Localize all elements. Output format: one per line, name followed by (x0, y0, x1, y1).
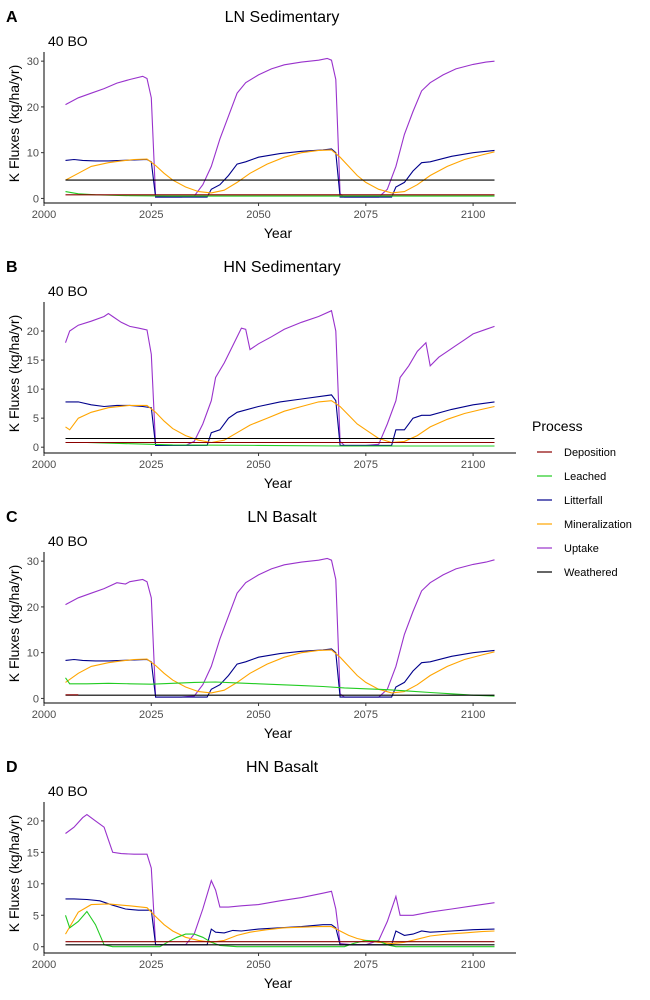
x-tick-label: 2075 (354, 459, 378, 471)
series-line-uptake (65, 557, 495, 698)
panel-letter: C (6, 509, 18, 526)
series-line-litterfall (65, 148, 495, 198)
x-axis-title: Year (264, 725, 293, 741)
series-line-leached (65, 677, 495, 697)
legend-label-leached: Leached (564, 471, 606, 483)
series-line-mineralization (65, 400, 495, 444)
x-tick-label: 2075 (354, 209, 378, 221)
y-tick-label: 15 (27, 847, 39, 859)
y-tick-label: 30 (27, 56, 39, 68)
x-tick-label: 2100 (461, 209, 485, 221)
series-line-leached (64, 910, 495, 948)
x-tick-label: 2000 (32, 959, 56, 971)
y-tick-label: 10 (27, 384, 39, 396)
y-tick-label: 10 (27, 648, 39, 660)
y-tick-label: 10 (27, 879, 39, 891)
panel-letter: A (6, 9, 18, 26)
x-tick-label: 2075 (354, 959, 378, 971)
x-tick-label: 2000 (32, 709, 56, 721)
x-tick-label: 2050 (246, 959, 270, 971)
x-axis-title: Year (264, 975, 293, 991)
legend-label-uptake: Uptake (564, 543, 599, 555)
x-tick-label: 2000 (32, 459, 56, 471)
y-tick-label: 20 (27, 102, 39, 114)
y-tick-label: 20 (27, 602, 39, 614)
legend-label-deposition: Deposition (564, 447, 616, 459)
panel-d: D HN Basalt 40 BO 2000 2025 2050 2075 2100 0 5 10 1… (6, 759, 516, 991)
x-tick-label: 2050 (246, 709, 270, 721)
x-tick-label: 2075 (354, 709, 378, 721)
series-line-litterfall (65, 648, 495, 698)
y-axis-title: K Fluxes (kg/ha/yr) (6, 315, 22, 432)
y-tick-label: 10 (27, 148, 39, 160)
legend-label-weathered: Weathered (564, 567, 618, 579)
series-line-uptake (65, 57, 495, 198)
series-line-leached (65, 191, 495, 197)
legend-label-litterfall: Litterfall (564, 495, 603, 507)
panel-subtitle: 40 BO (48, 533, 88, 549)
panel-subtitle: 40 BO (48, 33, 88, 49)
x-axis-title: Year (264, 225, 293, 241)
x-tick-label: 2000 (32, 209, 56, 221)
legend-title: Process (532, 418, 583, 434)
x-tick-label: 2100 (461, 959, 485, 971)
y-tick-label: 0 (33, 942, 39, 954)
panel-letter: D (6, 759, 18, 776)
series-line-uptake (64, 309, 495, 446)
x-tick-label: 2100 (461, 709, 485, 721)
y-tick-label: 5 (33, 910, 39, 922)
y-tick-label: 0 (33, 442, 39, 454)
panel-subtitle: 40 BO (48, 283, 88, 299)
legend: Process Deposition Leached Litterfall Minera… (532, 418, 632, 579)
y-axis-title: K Fluxes (kg/ha/yr) (6, 815, 22, 932)
y-tick-label: 20 (27, 326, 39, 338)
x-tick-label: 2025 (139, 459, 163, 471)
y-tick-label: 20 (27, 816, 39, 828)
series-line-mineralization (65, 149, 495, 194)
y-tick-label: 5 (33, 413, 39, 425)
panel-letter: B (6, 259, 18, 276)
panel-title: HN Basalt (246, 759, 319, 776)
panel-c: C LN Basalt 40 BO 2000 2025 2050 2075 2100 0 10 20… (6, 509, 516, 741)
y-tick-label: 0 (33, 693, 39, 705)
series-line-litterfall (65, 394, 495, 446)
series-line-uptake (65, 813, 495, 946)
legend-label-mineralization: Mineralization (564, 519, 632, 531)
x-tick-label: 2025 (139, 709, 163, 721)
panel-a: A LN Sedimentary 40 BO 2000 2025 2050 2075 2100… (6, 9, 516, 241)
y-axis-title: K Fluxes (kg/ha/yr) (6, 565, 22, 682)
series-line-litterfall (65, 898, 495, 946)
panel-title: LN Basalt (247, 509, 317, 526)
y-tick-label: 15 (27, 355, 39, 367)
panel-subtitle: 40 BO (48, 783, 88, 799)
x-tick-label: 2025 (139, 959, 163, 971)
series-line-mineralization (65, 903, 495, 945)
y-axis-title: K Fluxes (kg/ha/yr) (6, 65, 22, 182)
x-tick-label: 2050 (246, 459, 270, 471)
y-tick-label: 30 (27, 556, 39, 568)
series-line-mineralization (65, 649, 495, 694)
panel-title: LN Sedimentary (225, 9, 340, 26)
x-tick-label: 2025 (139, 209, 163, 221)
x-tick-label: 2100 (461, 459, 485, 471)
x-tick-label: 2050 (246, 209, 270, 221)
y-tick-label: 0 (33, 193, 39, 205)
panel-title: HN Sedimentary (223, 259, 340, 276)
x-axis-title: Year (264, 475, 293, 491)
